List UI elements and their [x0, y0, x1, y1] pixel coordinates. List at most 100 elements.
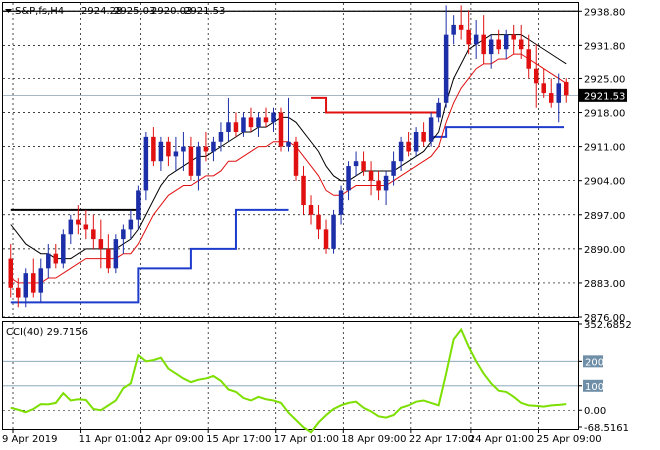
price-tick-label: 2938.80: [584, 7, 625, 18]
resistance-step-line-red: [311, 96, 439, 114]
cci-level-badge: [583, 379, 603, 392]
candle-up: [46, 253, 51, 269]
time-tick-label: 9 Apr 2019: [2, 434, 57, 445]
cci-tick-label: 0.00: [584, 406, 606, 417]
time-tick-label: 11 Apr 01:00: [79, 434, 144, 445]
low-value: 2920.03: [151, 6, 192, 17]
candle-up: [181, 146, 186, 152]
time-tick-label: 22 Apr 17:00: [409, 434, 474, 445]
price-tick-label: 2918.00: [584, 109, 625, 120]
current-price-marker: 2921.53: [579, 88, 627, 102]
candle-down: [421, 132, 426, 142]
symbol-label: S&P,fs,H4: [15, 6, 64, 17]
price-tick-label: 2876.00: [584, 313, 625, 324]
time-tick-label: 15 Apr 17:00: [206, 434, 271, 445]
candle-up: [173, 151, 179, 157]
cci-panel-frame: [2, 321, 579, 430]
cci-tick-label: 100: [585, 382, 604, 393]
candle-down: [16, 287, 21, 298]
candle-up: [451, 24, 456, 35]
candle-up: [241, 117, 246, 133]
candle-down: [76, 219, 81, 225]
cci-tick-label: -68.5161: [584, 423, 629, 434]
time-tick-label: 24 Apr 01:00: [469, 434, 534, 445]
candle-down: [316, 214, 321, 230]
candle-up: [503, 34, 509, 50]
candle-up: [121, 229, 126, 240]
candle-up: [473, 34, 479, 45]
candle-up: [128, 219, 134, 230]
candle-up: [436, 102, 441, 118]
candle-down: [406, 141, 411, 152]
candle-up: [68, 219, 74, 235]
candle-up: [443, 34, 449, 103]
candle-up: [331, 214, 336, 249]
candle-down: [563, 81, 569, 96]
support-step-line: [10, 126, 564, 304]
candle-up: [556, 83, 561, 103]
candle-down: [518, 39, 524, 50]
price-tick-label: 2883.00: [584, 279, 625, 290]
candle-up: [338, 190, 344, 215]
cci-level-badge: [583, 355, 603, 368]
candle-down: [233, 122, 239, 133]
time-tick-label: 17 Apr 01:00: [274, 434, 339, 445]
candle-down: [188, 146, 194, 176]
candle-up: [158, 141, 164, 162]
candle-down: [496, 39, 501, 50]
high-value: 2925.03: [114, 6, 155, 17]
cci-axis: 352.6852 200 100 0.00 -68.5161: [578, 320, 632, 434]
candle-up: [398, 141, 404, 162]
cci-tick-label: 352.6852: [584, 320, 632, 331]
price-axis: 2938.80 2931.80 2925.00 2918.00 2911.00 2904.…: [578, 7, 625, 324]
candle-down: [323, 229, 329, 249]
candle-down: [8, 258, 14, 288]
price-panel-frame: [2, 2, 579, 318]
candle-up: [113, 239, 119, 269]
time-tick-label: 18 Apr 09:00: [341, 434, 406, 445]
candle-down: [278, 112, 284, 147]
candle-up: [271, 112, 276, 123]
candle-down: [481, 34, 486, 55]
candle-down: [301, 175, 306, 206]
candle-down: [263, 117, 269, 123]
candle-down: [151, 136, 156, 162]
candle-up: [346, 166, 351, 191]
candle-up: [218, 132, 224, 142]
time-tick-label: 25 Apr 09:00: [536, 434, 601, 445]
candle-down: [166, 141, 171, 157]
candle-down: [98, 239, 104, 249]
candle-down: [466, 29, 471, 45]
candle-up: [23, 273, 29, 298]
candle-down: [526, 49, 531, 69]
candle-up: [211, 141, 216, 152]
candle-down: [308, 205, 314, 215]
chart-header: S&P,fs,H4 2924.28 2925.03 2920.03 2921.5…: [5, 6, 225, 17]
cci-indicator: [3, 327, 578, 434]
candle-up: [413, 132, 419, 152]
candle-down: [511, 34, 516, 40]
dropdown-triangle-icon[interactable]: [5, 9, 12, 13]
candle-up: [383, 175, 389, 191]
close-value: 2921.53: [184, 6, 225, 17]
candle-up: [136, 190, 141, 220]
candle-up: [391, 161, 396, 176]
price-tick-label: 2890.00: [584, 245, 625, 256]
candle-down: [248, 117, 254, 128]
candle-down: [53, 253, 59, 264]
candle-up: [353, 161, 359, 167]
svg-text:2921.53: 2921.53: [584, 91, 625, 102]
candle-down: [83, 224, 89, 230]
candle-up: [286, 141, 291, 147]
candle-down: [376, 180, 381, 191]
price-tick-label: 2897.00: [584, 211, 625, 222]
time-tick-label: 12 Apr 09:00: [139, 434, 204, 445]
candle-down: [91, 229, 96, 240]
candle-down: [31, 273, 36, 293]
price-tick-label: 2925.00: [584, 74, 625, 85]
open-value: 2924.28: [81, 6, 122, 17]
candlesticks: [8, 5, 569, 308]
candle-down: [361, 161, 366, 171]
